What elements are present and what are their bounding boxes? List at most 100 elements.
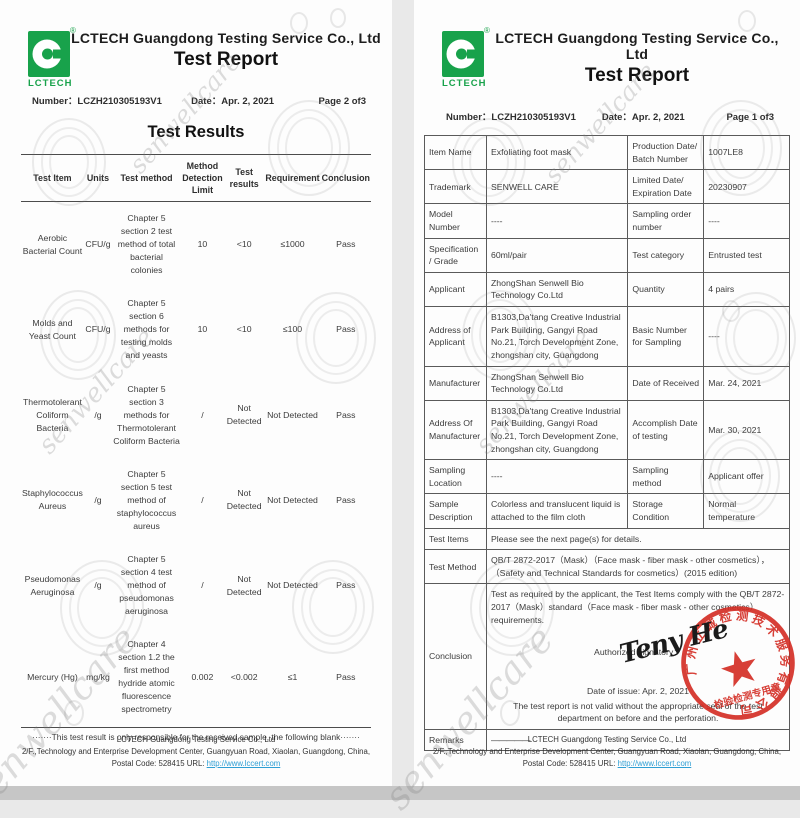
info-label: Sampling order number — [627, 203, 705, 239]
cell-requirement: Not Detected — [267, 494, 318, 505]
conclusion-row: Conclusion Test as required by the appli… — [424, 583, 800, 731]
date-value: Apr. 2, 2021 — [221, 96, 275, 107]
column-header: Requirement — [264, 153, 321, 203]
table-row: Mercury (Hg) mg/kg Chapter 4 section 1.2… — [21, 628, 371, 728]
column-header: Method Detection Limit — [180, 153, 224, 203]
date-value: Apr. 2, 2021 — [631, 112, 685, 123]
report-page-2: ® LCTECH LCTECH Guangdong Testing Servic… — [0, 0, 392, 786]
info-label: Sampling Location — [424, 459, 487, 495]
desk-background — [0, 786, 800, 800]
page-footer: LCTECH Guangdong Testing Service Co., Lt… — [0, 734, 392, 770]
page-indicator: Page 2 of3 — [318, 96, 366, 107]
remarks-value: ————— — [485, 728, 791, 752]
footer-contact: Postal Code: 528415 URL: http://www.lcce… — [414, 758, 800, 770]
info-label: Manufacturer — [424, 365, 487, 401]
cell-requirement: ≤1 — [264, 628, 321, 728]
info-label: Address Of Manufacturer — [424, 399, 487, 461]
info-row: Trademark SENWELL CARE Limited Date/ Exp… — [424, 169, 790, 205]
cell-result: Not Detected — [226, 573, 262, 597]
svg-text:LCTECH: LCTECH — [442, 78, 487, 88]
info-label: Applicant — [424, 271, 487, 308]
column-header: Test Item — [21, 153, 84, 203]
info-value: ---- — [703, 306, 790, 367]
date-label: Date： — [601, 112, 632, 123]
cell-conclusion: Pass — [336, 409, 356, 420]
cell-result: Not Detected — [226, 488, 262, 512]
info-value: QB/T 2872-2017（Mask）（Face mask - fiber m… — [485, 549, 791, 585]
info-label: Address of Applicant — [424, 306, 487, 367]
footer-url-link[interactable]: http://www.lccert.com — [206, 758, 281, 768]
registered-mark-icon: ® — [484, 26, 490, 35]
svg-text:LCTECH: LCTECH — [28, 78, 73, 88]
cell-mdl: 0.002 — [180, 628, 224, 728]
footer-company: LCTECH Guangdong Testing Service Co., Lt… — [527, 734, 687, 744]
table-row: Thermotolerant Coliform Bacteria /g Chap… — [21, 373, 371, 458]
info-value: ---- — [485, 203, 629, 239]
conclusion-text: Test as required by the applicant, the T… — [490, 589, 785, 625]
cell-method: Chapter 5 section 3 methods for Thermoto… — [113, 383, 180, 446]
cell-units: CFU/g — [85, 239, 111, 250]
cell-units: /g — [94, 409, 102, 420]
cell-conclusion: Pass — [336, 494, 356, 505]
info-value: Mar. 30, 2021 — [703, 399, 790, 461]
info-value: Exfoliating foot mask — [485, 134, 629, 171]
info-label: Specification / Grade — [424, 237, 487, 273]
report-title: Test Report — [584, 65, 690, 86]
remarks-row: Remarks ————— — [424, 728, 791, 752]
cell-method: Chapter 5 section 5 test method of staph… — [116, 468, 177, 531]
company-seal-stamp: 广州立诚检测技术服务有限公司 检验检测专用章 — [669, 595, 800, 732]
cell-test-item: Staphylococcus Aureus — [22, 488, 83, 512]
cell-method: Chapter 5 section 6 methods for testing … — [120, 298, 173, 361]
cell-requirement: Not Detected — [267, 580, 318, 591]
info-label: Accomplish Date of testing — [627, 399, 705, 461]
info-value: ---- — [485, 459, 629, 495]
info-label: Sample Description — [424, 493, 487, 529]
registered-mark-icon: ® — [70, 26, 76, 35]
info-label: Test category — [627, 237, 705, 273]
result-footnote: ·······This test result is only responsi… — [32, 731, 360, 742]
conclusion-cell: Test as required by the applicant, the T… — [485, 583, 800, 731]
cell-conclusion: Pass — [336, 580, 356, 591]
cell-mdl: / — [201, 409, 204, 420]
report-number: Number：LCZH210305193V1 — [32, 93, 191, 107]
info-row: Item Name Exfoliating foot mask Producti… — [424, 134, 790, 171]
footer-url-link[interactable]: http://www.lccert.com — [617, 758, 692, 768]
info-value: ZhongShan Senwell Bio Technology Co.Ltd — [485, 365, 629, 401]
cell-result: <10 — [236, 324, 252, 335]
report-page-1: ® LCTECH LCTECH Guangdong Testing Servic… — [414, 0, 800, 786]
info-label: Storage Condition — [627, 493, 705, 529]
cell-conclusion: Pass — [320, 628, 371, 728]
page-header: ® LCTECH LCTECH Guangdong Testing Servic… — [0, 0, 392, 88]
info-row: Specification / Grade 60ml/pair Test cat… — [424, 237, 790, 273]
info-label: Quantity — [627, 271, 705, 308]
cell-test-item: Aerobic Bacterial Count — [22, 232, 83, 256]
lctech-logo: ® LCTECH — [28, 26, 76, 88]
report-date: Date：Apr. 2, 2021 — [191, 93, 318, 107]
info-value: Mar. 24, 2021 — [703, 365, 790, 401]
report-date: Date：Apr. 2, 2021 — [602, 109, 727, 123]
info-value: Normal temperature — [703, 493, 790, 529]
info-value: ---- — [703, 203, 790, 239]
sample-info-table: Item Name Exfoliating foot mask Producti… — [424, 134, 800, 752]
date-label: Date： — [191, 96, 222, 107]
cell-mdl: 10 — [197, 239, 208, 250]
report-title: Test Report — [173, 49, 279, 70]
lctech-logo: ® LCTECH — [442, 26, 490, 88]
info-row: Sample Description Colorless and translu… — [424, 493, 790, 529]
cell-method: Chapter 5 section 2 test method of total… — [117, 213, 176, 276]
column-header: Units — [83, 153, 113, 203]
cell-requirement: Not Detected — [267, 409, 318, 420]
info-label: Conclusion — [424, 583, 487, 730]
info-label: Model Number — [424, 203, 487, 239]
section-title: Test Results — [147, 123, 245, 141]
cell-requirement: ≤100 — [282, 324, 303, 335]
cell-conclusion: Pass — [336, 239, 356, 250]
company-name: LCTECH Guangdong Testing Service Co., Lt… — [71, 30, 381, 46]
number-label: Number： — [446, 112, 492, 123]
info-value: B1303,Da'tang Creative Industrial Park B… — [485, 399, 629, 461]
footer-postal: Postal Code: 528415 URL: — [111, 758, 207, 768]
info-label: Limited Date/ Expiration Date — [627, 169, 705, 205]
column-header: Test results — [223, 153, 265, 203]
info-row: Applicant ZhongShan Senwell Bio Technolo… — [424, 271, 790, 308]
cell-units: mg/kg — [83, 628, 113, 728]
